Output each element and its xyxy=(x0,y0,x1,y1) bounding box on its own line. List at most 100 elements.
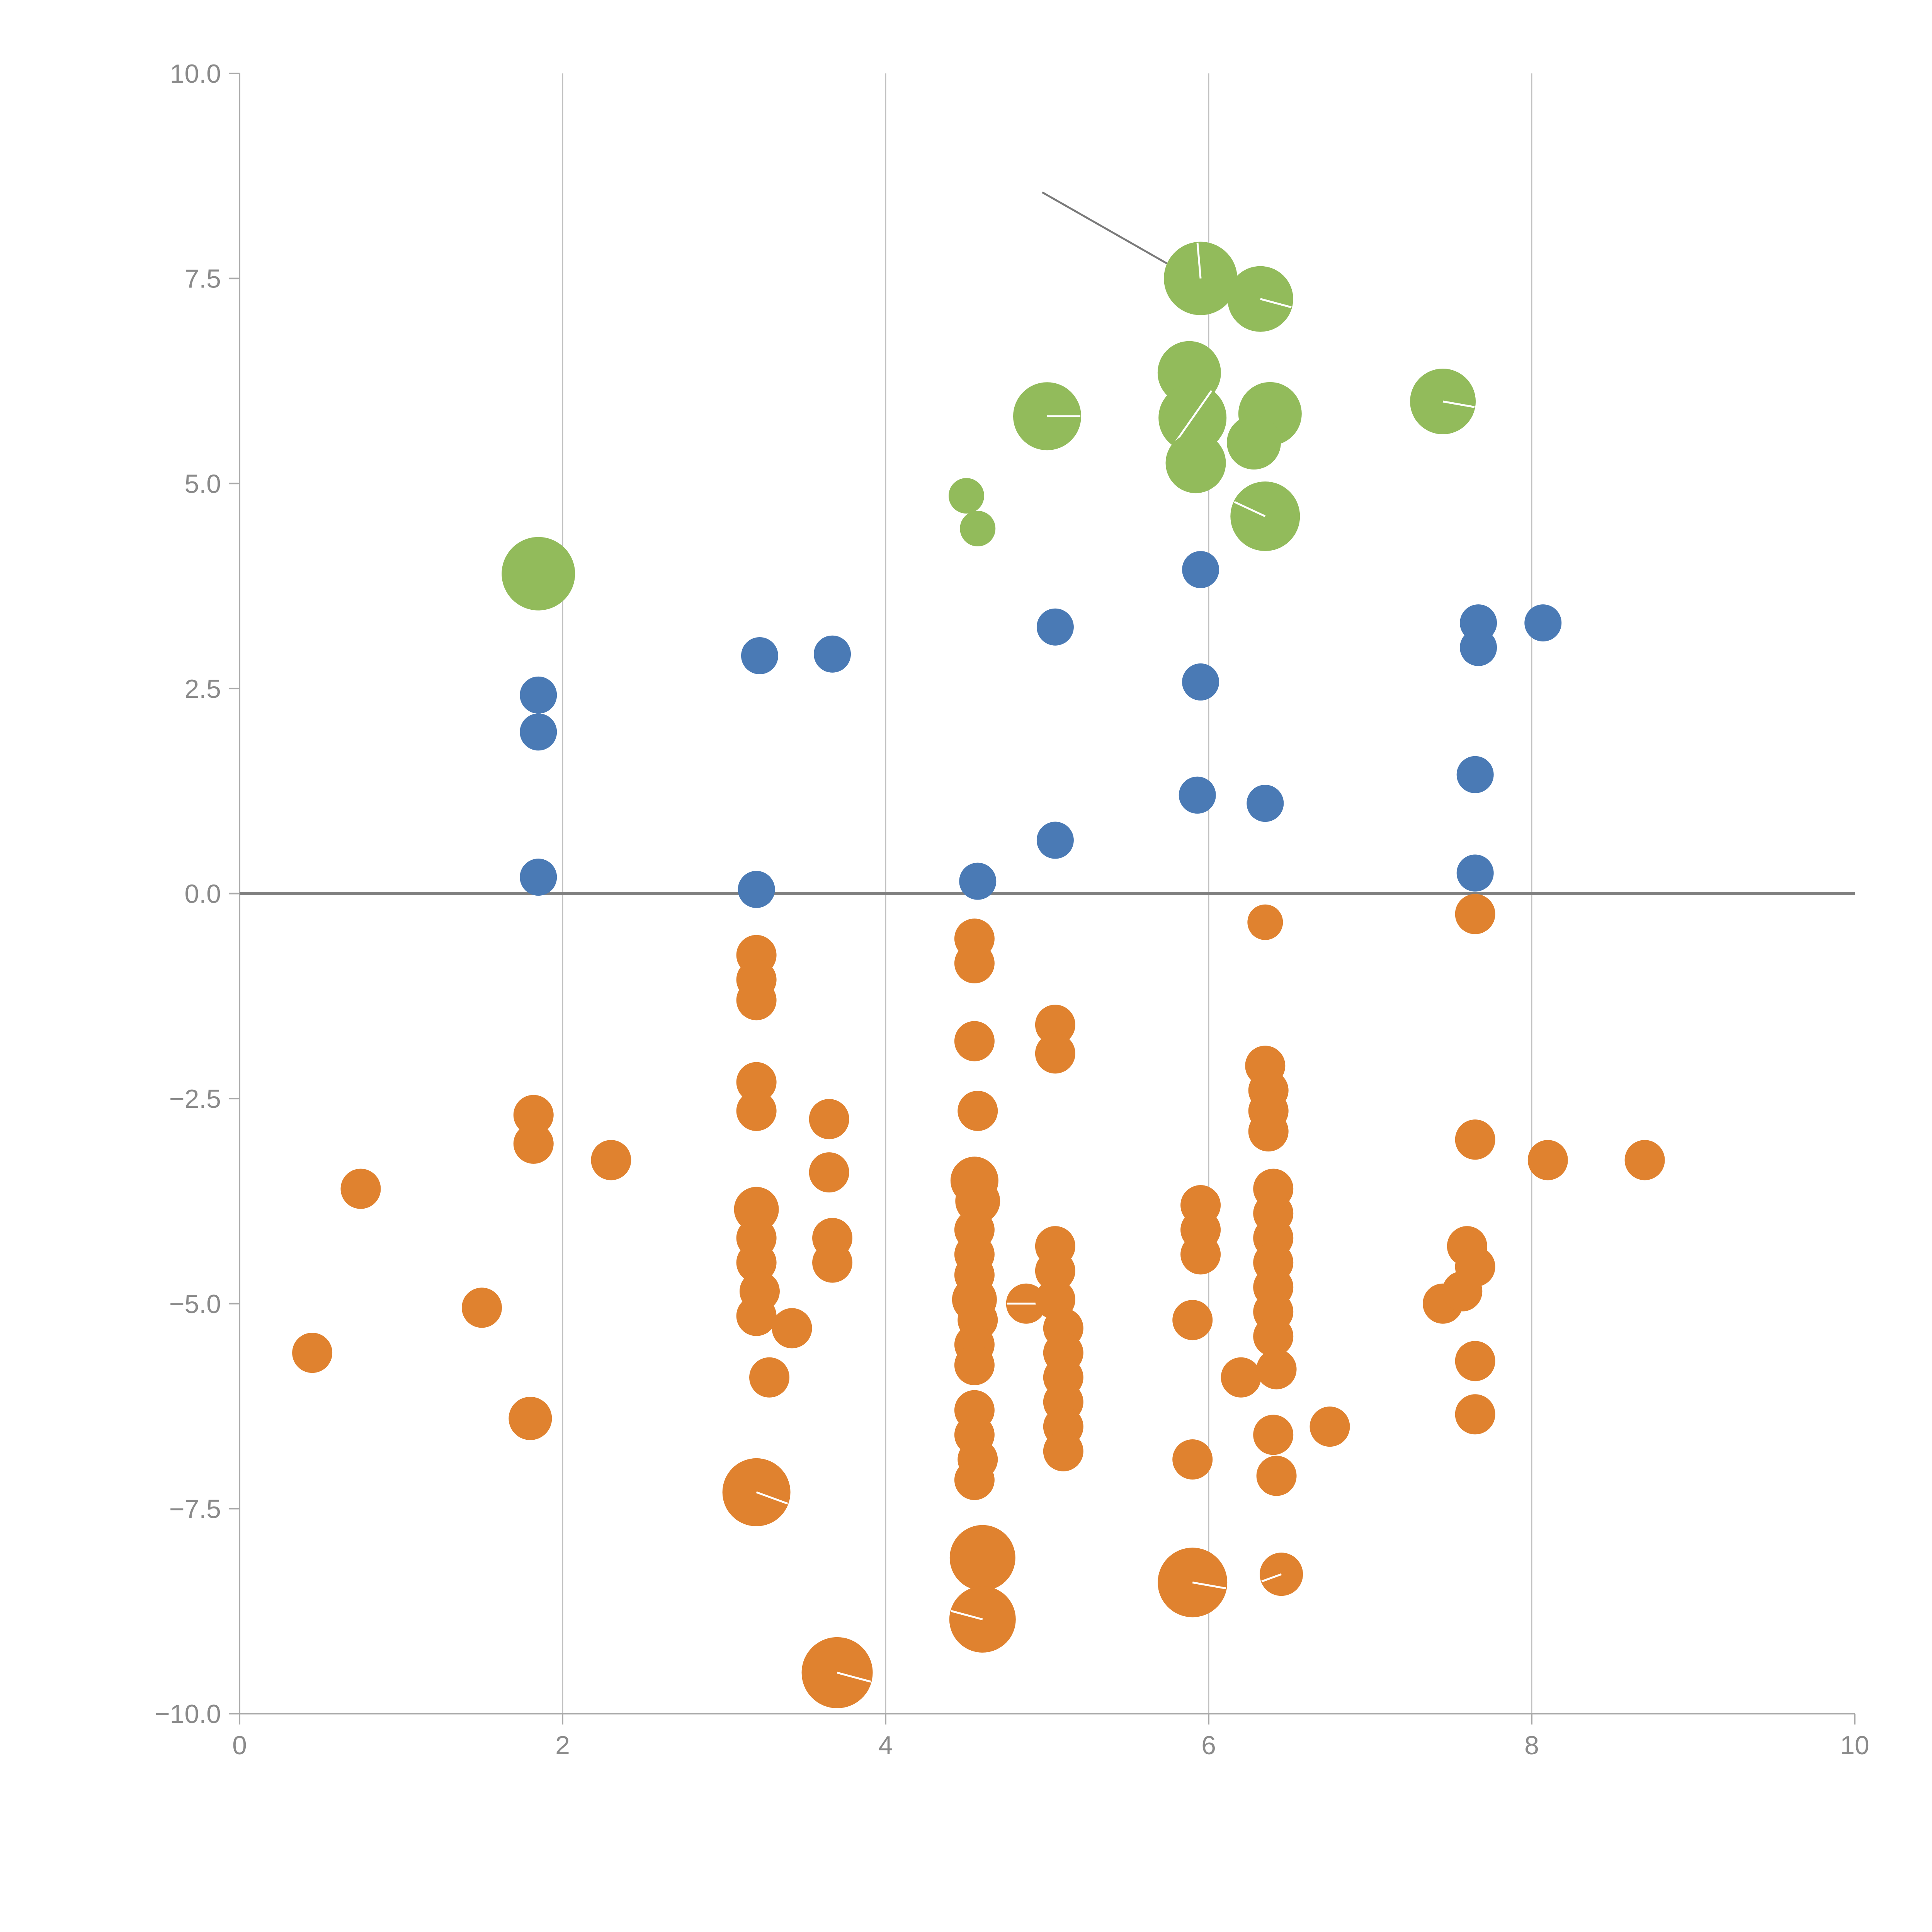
data-point xyxy=(591,1140,631,1180)
data-point xyxy=(1035,1005,1075,1045)
data-point xyxy=(1221,1357,1261,1398)
annotation-line xyxy=(1042,191,1187,276)
data-point xyxy=(1460,629,1497,666)
data-point xyxy=(749,1357,790,1398)
data-point xyxy=(340,1168,381,1209)
axes: 0 2 4 6 8 10 10.0 7.5 5.0 2.5 0.0 −2.5 −5.0 −7.5 −10.0 xyxy=(155,59,1869,1760)
data-point xyxy=(738,871,775,908)
y-tick-label: −10.0 xyxy=(155,1699,221,1729)
marker-highlight-line xyxy=(1442,400,1475,408)
data-point xyxy=(949,478,984,514)
data-point xyxy=(1456,756,1494,793)
marker-highlight-line xyxy=(837,1672,871,1683)
data-point xyxy=(814,635,851,673)
data-point xyxy=(772,1308,812,1349)
data-point xyxy=(1036,821,1074,859)
data-point xyxy=(520,713,557,751)
data-point xyxy=(520,859,557,896)
data-point xyxy=(1247,904,1283,940)
data-point xyxy=(954,943,995,983)
data-point xyxy=(513,1123,554,1164)
data-point xyxy=(954,1460,995,1500)
data-point xyxy=(513,1095,554,1135)
data-point xyxy=(809,1152,849,1193)
marker-highlight-line xyxy=(1260,298,1292,308)
series-group-orange xyxy=(292,894,1665,1708)
data-point xyxy=(1035,1250,1075,1291)
marker-highlight-line xyxy=(951,1610,983,1621)
data-point xyxy=(1253,1415,1294,1455)
data-point xyxy=(1455,1341,1495,1381)
data-point xyxy=(736,1296,777,1336)
y-tick-label: −7.5 xyxy=(169,1494,221,1524)
y-tick-label: 10.0 xyxy=(170,59,221,88)
y-tick-label: 5.0 xyxy=(184,469,221,498)
data-point xyxy=(1182,551,1219,588)
x-tick-label: 2 xyxy=(555,1731,570,1760)
data-point xyxy=(520,676,557,714)
marker-highlight-line xyxy=(1192,1581,1226,1590)
data-point xyxy=(809,1099,849,1139)
data-point xyxy=(1524,604,1562,642)
data-point xyxy=(1256,1349,1297,1389)
data-point xyxy=(1180,1234,1221,1275)
data-point xyxy=(1179,776,1216,814)
data-point xyxy=(1455,1394,1495,1435)
data-point xyxy=(1035,1033,1075,1074)
data-point xyxy=(954,1345,995,1385)
data-point xyxy=(462,1287,502,1328)
marker-highlight-line xyxy=(756,1491,788,1505)
x-tick-label: 6 xyxy=(1201,1731,1216,1760)
data-point xyxy=(1227,415,1281,470)
data-point xyxy=(741,637,778,674)
marker-highlight-line xyxy=(1234,501,1266,517)
marker-highlight-line xyxy=(1196,242,1202,279)
data-point xyxy=(1455,1247,1495,1287)
data-point xyxy=(957,1090,998,1131)
data-point xyxy=(502,537,575,611)
x-tick-label: 0 xyxy=(232,1731,247,1760)
y-tick-label: −5.0 xyxy=(169,1289,221,1319)
y-tick-label: −2.5 xyxy=(169,1084,221,1114)
data-point xyxy=(1455,894,1495,934)
data-point xyxy=(949,1525,1015,1591)
data-point xyxy=(1043,1431,1083,1471)
data-point xyxy=(1182,663,1219,701)
data-point xyxy=(1455,1119,1495,1160)
data-point xyxy=(736,980,777,1020)
data-point xyxy=(1527,1140,1568,1180)
data-point xyxy=(960,510,996,546)
data-point xyxy=(734,1187,779,1232)
data-point xyxy=(736,1062,777,1102)
data-point xyxy=(1624,1140,1665,1180)
data-point xyxy=(1256,1456,1297,1496)
data-point xyxy=(954,1021,995,1061)
data-point xyxy=(1172,1439,1213,1480)
data-point xyxy=(1248,1111,1289,1152)
data-point xyxy=(959,862,997,900)
data-point xyxy=(1247,785,1284,822)
data-point xyxy=(509,1396,552,1440)
data-point xyxy=(1172,1300,1213,1340)
marker-highlight-line xyxy=(1261,1573,1282,1582)
data-point xyxy=(1036,608,1074,646)
series-group-green xyxy=(502,242,1476,611)
y-tick-label: 7.5 xyxy=(184,264,221,294)
data-point xyxy=(1260,1553,1303,1596)
y-tick-label: 0.0 xyxy=(184,879,221,909)
data-point xyxy=(812,1242,853,1283)
x-tick-label: 4 xyxy=(878,1731,893,1760)
x-tick-label: 8 xyxy=(1524,1731,1539,1760)
data-point xyxy=(292,1333,333,1373)
data-point xyxy=(1310,1406,1350,1447)
y-tick-label: 2.5 xyxy=(184,674,221,704)
data-point xyxy=(1456,854,1494,892)
data-point xyxy=(1165,433,1226,493)
marker-highlight-line xyxy=(1192,390,1213,418)
x-tick-label: 10 xyxy=(1840,1731,1869,1760)
data-point xyxy=(1253,1316,1294,1357)
data-point xyxy=(736,1090,777,1131)
